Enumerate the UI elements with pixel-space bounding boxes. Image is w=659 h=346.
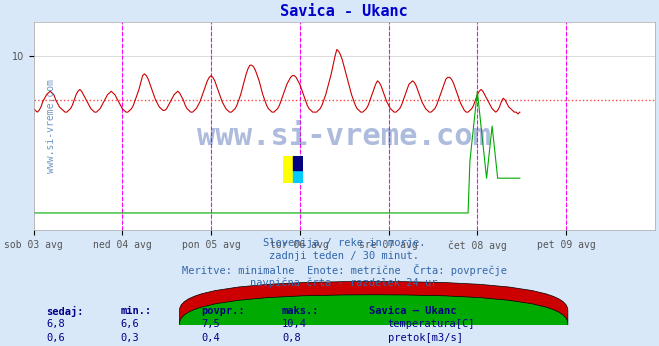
Text: 0,8: 0,8 — [282, 333, 301, 343]
Text: pretok[m3/s]: pretok[m3/s] — [387, 333, 463, 343]
Text: 6,8: 6,8 — [46, 319, 65, 329]
Text: 0,3: 0,3 — [121, 333, 139, 343]
Text: sedaj:: sedaj: — [46, 306, 84, 317]
Text: Slovenija / reke in morje.: Slovenija / reke in morje. — [263, 238, 426, 248]
Text: Meritve: minimalne  Enote: metrične  Črta: povprečje: Meritve: minimalne Enote: metrične Črta:… — [182, 264, 507, 276]
Text: www.si-vreme.com: www.si-vreme.com — [46, 79, 56, 173]
Text: 0,6: 0,6 — [46, 333, 65, 343]
Text: min.:: min.: — [121, 306, 152, 316]
Bar — [293, 170, 303, 183]
Text: 0,4: 0,4 — [201, 333, 220, 343]
FancyBboxPatch shape — [179, 295, 568, 346]
Text: povpr.:: povpr.: — [201, 306, 245, 316]
Text: 6,6: 6,6 — [121, 319, 139, 329]
Text: maks.:: maks.: — [282, 306, 320, 316]
Text: navpična črta - razdelek 24 ur: navpična črta - razdelek 24 ur — [250, 278, 438, 288]
Text: temperatura[C]: temperatura[C] — [387, 319, 475, 329]
Text: 7,5: 7,5 — [201, 319, 220, 329]
Text: zadnji teden / 30 minut.: zadnji teden / 30 minut. — [269, 251, 419, 261]
Text: 10,4: 10,4 — [282, 319, 307, 329]
Bar — [283, 156, 293, 183]
Title: Savica - Ukanc: Savica - Ukanc — [280, 4, 408, 19]
Bar — [293, 156, 303, 170]
FancyBboxPatch shape — [179, 282, 568, 346]
Text: Savica – Ukanc: Savica – Ukanc — [369, 306, 457, 316]
Text: www.si-vreme.com: www.si-vreme.com — [197, 122, 491, 151]
